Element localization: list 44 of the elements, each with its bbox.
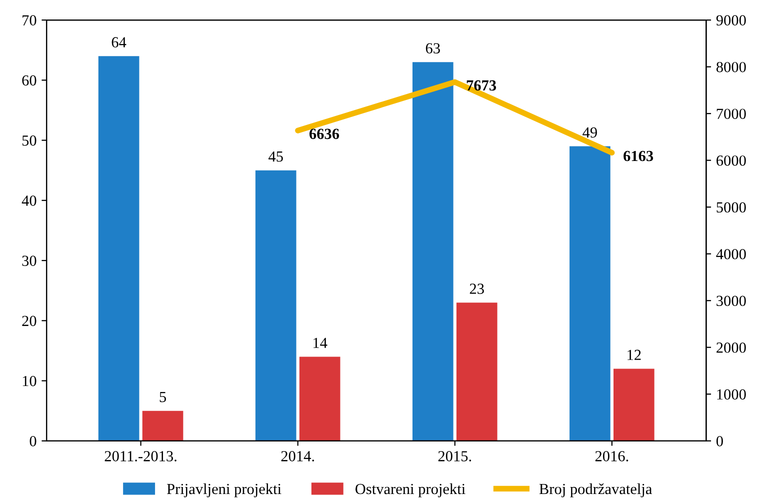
data-label: 5 xyxy=(160,392,166,402)
data-label: 6163 xyxy=(624,150,654,162)
data-label: 64 xyxy=(112,37,126,48)
x-tick-label: 2011.-2013. xyxy=(104,451,176,462)
bar xyxy=(255,170,296,441)
y2-tick-label: 0 xyxy=(716,436,723,446)
y-tick-label: 10 xyxy=(22,376,36,386)
legend-label: Prijavljeni projekti xyxy=(167,483,282,498)
bar xyxy=(142,410,184,441)
data-label: 23 xyxy=(470,284,484,294)
legend-label: Broj podržavatelja xyxy=(539,483,652,498)
y2-tick-label: 7000 xyxy=(716,108,746,120)
x-tick-label: 2014. xyxy=(281,451,314,462)
data-label: 63 xyxy=(426,43,440,54)
y2-tick-label: 4000 xyxy=(716,248,746,260)
data-label: 45 xyxy=(268,151,283,162)
y2-tick-label: 1000 xyxy=(717,389,746,400)
y-tick-label: 50 xyxy=(22,135,36,146)
data-label: 7673 xyxy=(466,80,496,91)
y-tick-label: 60 xyxy=(22,75,36,86)
bar xyxy=(614,368,654,441)
data-label: 49 xyxy=(582,127,597,138)
data-label: 14 xyxy=(314,338,328,348)
data-label: 12 xyxy=(628,350,641,360)
bar xyxy=(570,146,610,441)
legend-label: Ostvareni projekti xyxy=(356,483,466,498)
y2-tick-label: 2000 xyxy=(716,342,746,353)
bar xyxy=(412,62,454,441)
bar xyxy=(299,356,340,441)
y-tick-label: 40 xyxy=(22,196,36,206)
y2-tick-label: 3000 xyxy=(716,296,746,306)
bar xyxy=(98,56,140,441)
y2-tick-label: 6000 xyxy=(716,155,746,166)
data-label: 6636 xyxy=(309,128,340,140)
y-tick-label: 30 xyxy=(22,256,36,266)
x-tick-label: 2016. xyxy=(595,451,628,462)
y-tick-label: 70 xyxy=(22,15,36,26)
y-tick-label: 20 xyxy=(22,316,36,326)
x-tick-label: 2015. xyxy=(438,451,472,462)
y2-tick-label: 8000 xyxy=(716,62,746,72)
y-tick-label: 0 xyxy=(30,436,36,446)
y2-tick-label: 5000 xyxy=(716,202,746,213)
bar xyxy=(456,302,498,441)
y2-tick-label: 9000 xyxy=(716,15,746,26)
